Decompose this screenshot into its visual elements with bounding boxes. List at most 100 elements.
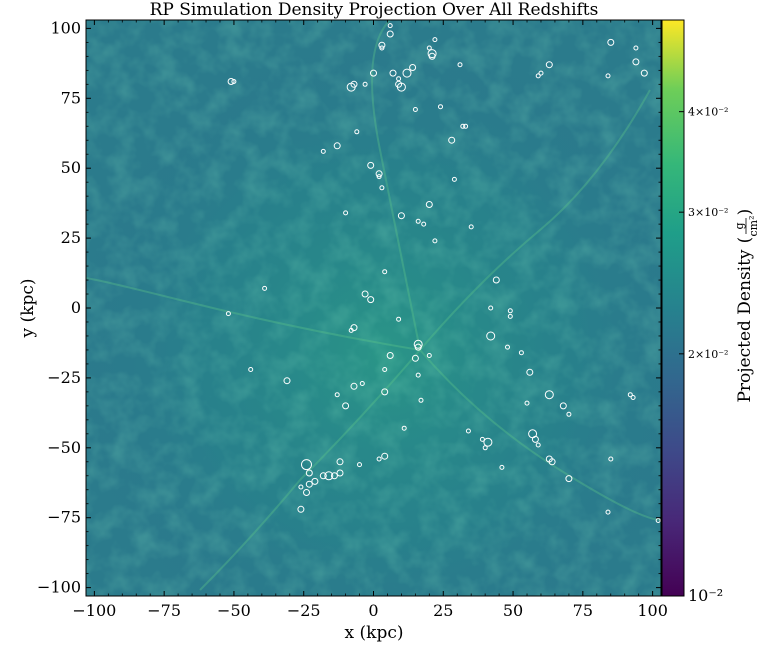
halo-marker-61 [382, 367, 388, 372]
colorbar-title-group: Projected Density ( g cm² ) [733, 209, 760, 403]
halo-marker-48 [225, 311, 231, 317]
halo-marker-71 [418, 397, 424, 403]
halo-marker-2 [432, 37, 438, 43]
halo-marker-19 [227, 78, 235, 85]
halo-marker-95 [330, 472, 338, 480]
halo-marker-59 [426, 353, 432, 358]
halo-marker-83 [482, 445, 488, 451]
halo-marker-115 [630, 395, 636, 400]
x-tick-label: 75 [573, 601, 593, 620]
halo-marker-108 [632, 58, 640, 66]
colorbar-tick-label: 2×10⁻² [688, 348, 728, 361]
x-tick-label: −25 [287, 601, 321, 620]
colorbar-tick-label: 10⁻² [688, 586, 723, 605]
halo-marker-81 [483, 437, 493, 447]
halo-marker-28 [320, 148, 326, 154]
halo-marker-25 [448, 136, 456, 144]
halo-marker-98 [311, 477, 319, 485]
halo-marker-93 [305, 469, 313, 477]
halo-marker-18 [362, 81, 368, 87]
y-tick-label: −100 [37, 578, 81, 597]
x-tick-label: 25 [433, 601, 453, 620]
colorbar-unit-denominator: cm² [747, 215, 760, 236]
halo-marker-11 [389, 69, 397, 77]
halo-marker-4 [379, 45, 385, 51]
halo-marker-100 [298, 484, 304, 490]
halo-marker-29 [367, 161, 375, 169]
halo-marker-101 [303, 489, 310, 496]
halo-marker-12 [370, 69, 377, 77]
halo-marker-46 [488, 305, 494, 311]
halo-marker-5 [426, 45, 432, 51]
halo-marker-106 [607, 38, 615, 46]
x-tick-label: 100 [637, 601, 668, 620]
halo-marker-105 [655, 518, 661, 523]
colorbar-tick-label: 4×10⁻² [688, 106, 728, 119]
halo-marker-51 [350, 324, 358, 332]
halo-marker-91 [357, 462, 362, 468]
halo-marker-85 [376, 456, 382, 462]
halo-marker-36 [397, 212, 405, 220]
halo-marker-79 [531, 435, 539, 443]
halo-marker-58 [386, 352, 394, 359]
y-tick-label: −25 [47, 368, 81, 387]
y-tick-label: 100 [50, 18, 81, 37]
halo-marker-90 [301, 459, 312, 471]
halo-marker-60 [411, 354, 419, 362]
y-tick-label: 25 [61, 228, 81, 247]
halo-marker-55 [414, 343, 422, 351]
halo-marker-40 [432, 238, 438, 244]
halo-marker-35 [343, 210, 349, 216]
y-axis-label: y (kpc) [18, 279, 38, 339]
colorbar: 10⁻² 2×10⁻² 3×10⁻² 4×10⁻² Projected Density… [661, 19, 760, 605]
halo-marker-62 [248, 367, 254, 372]
axis-ticks: −100 −75 −50 −25 0 25 50 75 100 −100 −75 −50 −25 0 25 5… [37, 18, 668, 620]
halo-marker-6 [427, 49, 437, 59]
halo-marker-112 [538, 70, 544, 76]
halo-marker-114 [627, 392, 633, 398]
halo-marker-87 [548, 458, 556, 466]
halo-marker-76 [401, 425, 407, 431]
halo-marker-26 [354, 129, 360, 135]
halo-marker-47 [507, 308, 513, 314]
halo-marker-70 [544, 390, 554, 400]
halo-marker-89 [336, 458, 344, 466]
halo-marker-104 [605, 509, 611, 515]
halo-marker-77 [465, 428, 471, 434]
halo-marker-68 [381, 388, 389, 396]
halo-marker-45 [367, 296, 375, 304]
halo-marker-50 [396, 316, 402, 322]
halo-marker-17 [350, 80, 358, 88]
y-tick-label: 0 [71, 298, 81, 317]
colorbar-ticks: 10⁻² 2×10⁻² 3×10⁻² 4×10⁻² [679, 106, 728, 605]
halo-marker-42 [492, 276, 500, 284]
halo-marker-49 [507, 313, 513, 319]
halo-marker-32 [379, 185, 385, 191]
halo-marker-20 [231, 79, 237, 84]
halo-marker-66 [359, 381, 365, 386]
x-tick-label: −50 [217, 601, 251, 620]
halo-marker-67 [350, 382, 358, 390]
y-tick-label: −50 [47, 438, 81, 457]
x-tick-label: 0 [368, 601, 378, 620]
halo-marker-23 [460, 123, 466, 129]
halo-marker-3 [378, 41, 386, 49]
halo-marker-84 [381, 452, 389, 460]
halo-marker-52 [348, 327, 354, 333]
halo-marker-37 [415, 218, 421, 224]
halo-marker-92 [499, 464, 505, 470]
y-tick-label: −75 [47, 508, 81, 527]
halo-marker-96 [336, 469, 344, 477]
colorbar-unit-open: ( [735, 237, 755, 244]
halo-marker-41 [382, 269, 388, 275]
halo-marker-53 [486, 331, 496, 341]
density-image [86, 20, 661, 596]
halo-marker-54 [413, 339, 423, 349]
halo-marker-72 [524, 400, 530, 406]
halo-marker-8 [457, 62, 463, 68]
halo-marker-63 [526, 368, 534, 376]
halo-marker-107 [633, 45, 639, 51]
halo-marker-88 [608, 456, 614, 462]
halo-marker-7 [428, 52, 436, 60]
